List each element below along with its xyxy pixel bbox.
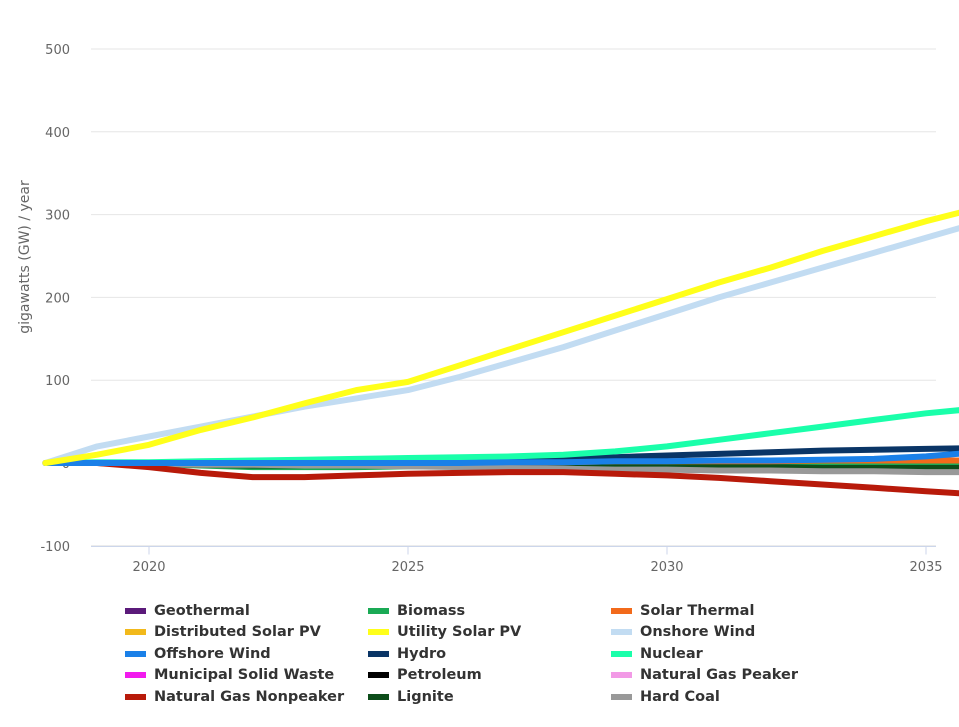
legend-label: Hydro xyxy=(397,645,447,662)
legend-item-municipal-solid-waste[interactable]: Municipal Solid Waste xyxy=(125,665,368,687)
legend-swatch xyxy=(125,629,146,636)
x-tick-label: 2035 xyxy=(909,560,942,575)
legend-item-hard-coal[interactable]: Hard Coal xyxy=(611,686,911,708)
legend-item-onshore-wind[interactable]: Onshore Wind xyxy=(611,622,911,644)
legend-label: Lignite xyxy=(397,688,454,705)
legend-swatch xyxy=(125,693,146,700)
series-line-utility-solar-pv[interactable] xyxy=(42,22,959,466)
legend-label: Utility Solar PV xyxy=(397,624,522,641)
legend-label: Nuclear xyxy=(640,645,703,662)
y-tick-label: 500 xyxy=(45,43,70,58)
series-line-natural-gas-nonpeaker[interactable] xyxy=(42,460,959,533)
legend-label: Solar Thermal xyxy=(640,602,755,619)
legend-swatch xyxy=(368,650,389,657)
legend-label: Petroleum xyxy=(397,667,482,684)
legend: Geothermal Biomass Solar Thermal Distribute… xyxy=(125,600,945,708)
legend-label: Onshore Wind xyxy=(640,624,756,641)
legend-swatch xyxy=(368,629,389,636)
legend-label: Geothermal xyxy=(154,602,250,619)
legend-item-hydro[interactable]: Hydro xyxy=(368,643,611,665)
legend-item-nuclear[interactable]: Nuclear xyxy=(611,643,911,665)
legend-swatch xyxy=(125,607,146,614)
legend-label: Offshore Wind xyxy=(154,645,271,662)
legend-label: Hard Coal xyxy=(640,688,720,705)
legend-label: Municipal Solid Waste xyxy=(154,667,335,684)
series-line-onshore-wind[interactable] xyxy=(42,18,959,466)
y-tick-label: 200 xyxy=(45,291,70,306)
legend-item-natural-gas-peaker[interactable]: Natural Gas Peaker xyxy=(611,665,911,687)
legend-swatch xyxy=(368,693,389,700)
legend-item-biomass[interactable]: Biomass xyxy=(368,600,611,622)
legend-swatch xyxy=(125,672,146,679)
y-axis-label: gigawatts (GW) / year xyxy=(17,180,33,334)
series-lines xyxy=(42,18,959,533)
y-tick-label: 100 xyxy=(45,374,70,389)
legend-swatch xyxy=(611,672,632,679)
legend-swatch xyxy=(125,650,146,657)
legend-item-geothermal[interactable]: Geothermal xyxy=(125,600,368,622)
legend-item-utility-solar-pv[interactable]: Utility Solar PV xyxy=(368,622,611,644)
legend-item-petroleum[interactable]: Petroleum xyxy=(368,665,611,687)
legend-item-lignite[interactable]: Lignite xyxy=(368,686,611,708)
legend-item-solar-thermal[interactable]: Solar Thermal xyxy=(611,600,911,622)
x-tick-label: 2020 xyxy=(132,560,165,575)
legend-item-distributed-solar-pv[interactable]: Distributed Solar PV xyxy=(125,622,368,644)
legend-item-natural-gas-nonpeaker[interactable]: Natural Gas Nonpeaker xyxy=(125,686,368,708)
legend-swatch xyxy=(368,607,389,614)
legend-item-offshore-wind[interactable]: Offshore Wind xyxy=(125,643,368,665)
x-tick-label: 2030 xyxy=(650,560,683,575)
legend-swatch xyxy=(611,693,632,700)
legend-label: Natural Gas Peaker xyxy=(640,667,798,684)
x-tick-label: 2025 xyxy=(391,560,424,575)
legend-label: Natural Gas Nonpeaker xyxy=(154,688,345,705)
y-tick-label: -100 xyxy=(40,540,70,555)
legend-swatch xyxy=(611,650,632,657)
legend-label: Distributed Solar PV xyxy=(154,624,321,641)
legend-swatch xyxy=(368,672,389,679)
series-line-nuclear[interactable] xyxy=(42,387,959,466)
y-tick-label: 300 xyxy=(45,209,70,224)
x-axis: 2020202520302035204020452050 xyxy=(91,546,943,575)
legend-swatch xyxy=(611,607,632,614)
series-line-offshore-wind[interactable] xyxy=(42,297,959,466)
legend-label: Biomass xyxy=(397,602,466,619)
y-tick-label: 400 xyxy=(45,126,70,141)
legend-swatch xyxy=(611,629,632,636)
